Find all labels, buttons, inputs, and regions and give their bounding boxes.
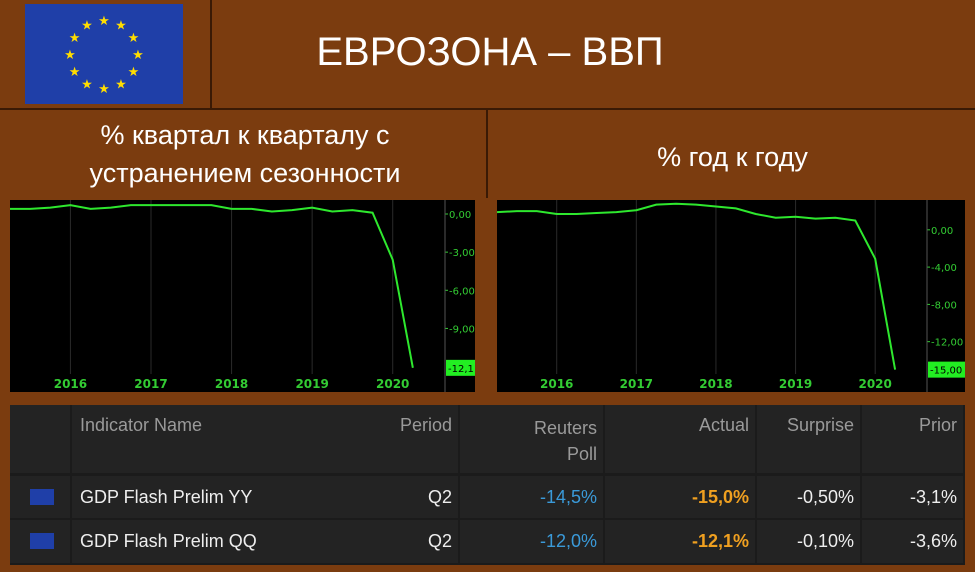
cell-bg <box>460 405 603 473</box>
cell-bg <box>862 520 963 563</box>
star: ★ <box>81 19 93 34</box>
table-cell: -0,50% <box>796 487 854 507</box>
table-cell: Q2 <box>427 487 452 507</box>
plot-bg <box>10 200 475 392</box>
cell-bg <box>347 476 458 518</box>
column-header: Period <box>399 415 452 435</box>
y-tick-label: 0,00 <box>931 226 953 237</box>
table-cell: GDP Flash Prelim YY <box>80 487 253 507</box>
star: ★ <box>98 14 110 29</box>
table-cell: -0,10% <box>796 531 854 551</box>
table-cell: GDP Flash Prelim QQ <box>80 531 257 551</box>
star: ★ <box>81 77 93 92</box>
x-tick-label: 2018 <box>215 377 248 391</box>
last-value-label: -15,00 <box>930 366 962 377</box>
line <box>10 204 414 369</box>
row-flag <box>30 489 54 505</box>
star: ★ <box>128 31 140 46</box>
y-tick-label: -8,00 <box>931 300 957 311</box>
x-tick-label: 2019 <box>295 377 328 391</box>
cell-bg <box>862 405 963 473</box>
table-cell: -15,0% <box>691 487 749 507</box>
cell-bg <box>757 476 860 518</box>
cell-bg <box>72 520 353 563</box>
last-value-box <box>928 361 965 378</box>
line <box>497 202 897 370</box>
subtitle: % квартал к кварталу с устранением сезон… <box>89 120 401 188</box>
x-tick-label: 2016 <box>540 377 573 391</box>
column-header: Surprise <box>786 415 854 435</box>
cell-bg <box>605 520 755 563</box>
star: ★ <box>64 48 76 63</box>
x-tick-label: 2017 <box>134 377 167 391</box>
table-cell: -12,1% <box>691 531 749 551</box>
star: ★ <box>69 65 81 80</box>
plot-bg <box>497 200 965 392</box>
table-cell: Q2 <box>427 531 452 551</box>
x-tick-label: 2020 <box>376 377 409 391</box>
x-tick-label: 2016 <box>54 377 87 391</box>
last-value-box <box>446 359 475 376</box>
table-cell: -3,6% <box>909 531 957 551</box>
cell-bg <box>72 476 353 518</box>
table-cell: -12,0% <box>539 531 597 551</box>
subtitle: % год к году <box>657 142 808 172</box>
column-header: Actual <box>698 415 749 435</box>
cell-bg <box>605 405 755 473</box>
eu-flag: ★★★★★★★★★ ★ ★★ <box>25 4 183 104</box>
cell-bg <box>862 476 963 518</box>
table: Indicator Name Period Reuters Poll Actual Su… <box>10 405 965 565</box>
cell-bg <box>347 520 458 563</box>
column-header: Prior <box>918 415 957 435</box>
star: ★ <box>69 31 81 46</box>
column-header: Reuters Poll <box>533 418 597 464</box>
cell-bg <box>347 405 458 473</box>
cell-bg <box>460 476 603 518</box>
cell-bg <box>10 405 70 473</box>
star: ★ <box>132 48 144 63</box>
star: ★ <box>98 82 110 97</box>
x-tick-label: 2018 <box>699 377 732 391</box>
divider <box>210 0 212 108</box>
cell-bg <box>605 476 755 518</box>
divider <box>0 108 975 110</box>
table-cell: -14,5% <box>539 487 597 507</box>
divider <box>486 110 488 198</box>
y-tick-label: -3,00 <box>449 248 475 259</box>
y-tick-label: -12,00 <box>931 338 963 349</box>
title: ЕВРОЗОНА – ВВП <box>316 30 664 74</box>
star: ★ <box>115 19 127 34</box>
chart: 2016 2017 2018 2019 2020 0,00 -4,00 -8,00 -12,00… <box>497 200 965 392</box>
table-cell: -3,1% <box>909 487 957 507</box>
star: ★ <box>115 77 127 92</box>
x-tick-label: 2019 <box>779 377 812 391</box>
star: ★ <box>128 65 140 80</box>
column-header: Indicator Name <box>80 415 203 435</box>
x-tick-label: 2017 <box>620 377 653 391</box>
row-flag <box>30 533 54 549</box>
chart: 2016 2017 2018 2019 2020 0,00 -3,00 -6,00 -9,00 -… <box>10 200 475 392</box>
y-tick-label: 0,00 <box>449 210 471 221</box>
cell-bg <box>72 405 353 473</box>
cell-bg <box>460 520 603 563</box>
cell-bg <box>757 520 860 563</box>
cell-bg <box>757 405 860 473</box>
last-value-label: -12,1 <box>448 364 474 375</box>
y-tick-label: -6,00 <box>449 286 475 297</box>
x-tick-label: 2020 <box>858 377 891 391</box>
y-tick-label: -9,00 <box>449 324 475 335</box>
y-tick-label: -4,00 <box>931 263 957 274</box>
